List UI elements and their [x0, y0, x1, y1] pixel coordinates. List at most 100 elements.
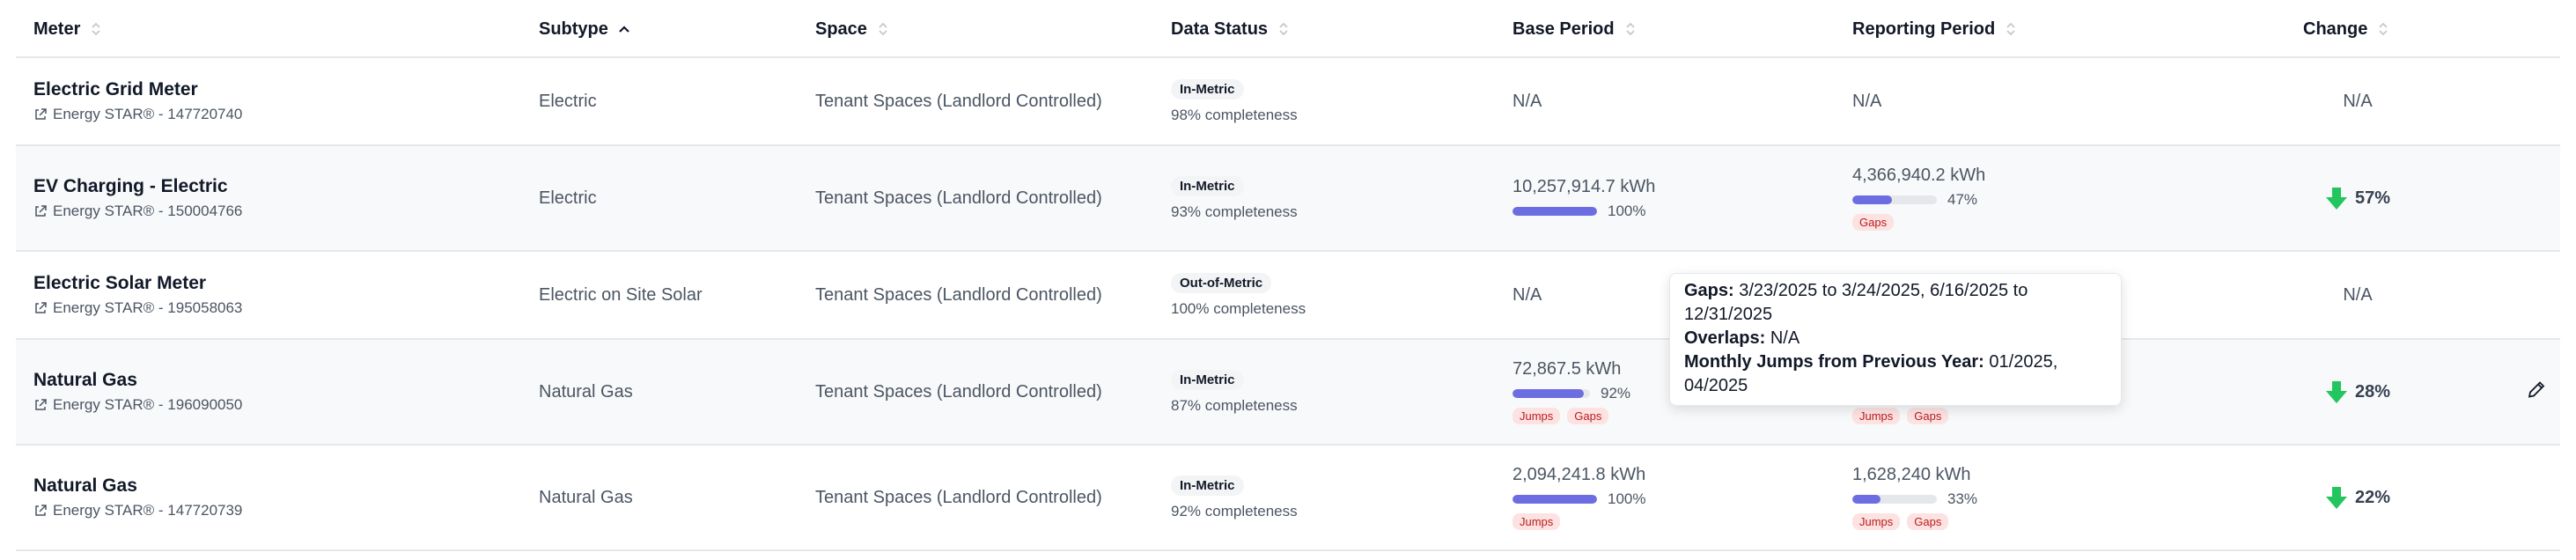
- tooltip-jumps: Monthly Jumps from Previous Year: 01/202…: [1684, 350, 2107, 398]
- meter-source-link[interactable]: Energy STAR® - 195058063: [33, 299, 242, 317]
- sort-icon[interactable]: [2004, 19, 2018, 39]
- table-row[interactable]: Electric Solar Meter Energy STAR® - 1950…: [16, 252, 2560, 340]
- meter-name: Electric Grid Meter: [33, 79, 198, 99]
- subtype-cell: Electric: [539, 58, 597, 144]
- data-status-cell: In-Metric 98% completeness: [1171, 58, 1298, 144]
- completeness: 98% completeness: [1171, 106, 1298, 123]
- subtype: Electric: [539, 91, 597, 111]
- header-reporting-period[interactable]: Reporting Period: [1852, 0, 2018, 58]
- progress-bar: [1852, 195, 1937, 204]
- meter-source: Energy STAR® - 196090050: [53, 396, 243, 413]
- sort-icon[interactable]: [89, 19, 103, 39]
- base-value: 10,257,914.7 kWh: [1512, 176, 1656, 196]
- meter-source-link[interactable]: Energy STAR® - 150004766: [33, 203, 242, 220]
- gaps-tag[interactable]: Gaps: [1852, 214, 1895, 231]
- edit-button[interactable]: [2527, 380, 2546, 404]
- change-value: 28%: [2354, 381, 2391, 402]
- jumps-tag[interactable]: Jumps: [1852, 513, 1901, 530]
- tooltip-overlaps-label: Overlaps:: [1684, 328, 1766, 348]
- meter-source-link[interactable]: Energy STAR® - 147720740: [33, 106, 242, 123]
- change-cell: N/A: [2270, 58, 2446, 144]
- header-change[interactable]: Change: [2303, 0, 2390, 58]
- meter-source-link[interactable]: Energy STAR® - 147720739: [33, 502, 242, 519]
- header-meter[interactable]: Meter: [33, 0, 103, 58]
- sort-icon[interactable]: [1277, 19, 1291, 39]
- space-cell: Tenant Spaces (Landlord Controlled): [815, 340, 1102, 444]
- change-cell: 22%: [2270, 446, 2446, 549]
- header-space[interactable]: Space: [815, 0, 890, 58]
- gaps-tag[interactable]: Gaps: [1907, 408, 1949, 424]
- gaps-tag[interactable]: Gaps: [1907, 513, 1949, 530]
- space: Tenant Spaces (Landlord Controlled): [815, 487, 1102, 507]
- progress-fill: [1852, 195, 1893, 204]
- base-value: 2,094,241.8 kWh: [1512, 465, 1646, 484]
- space: Tenant Spaces (Landlord Controlled): [815, 284, 1102, 305]
- arrow-down-icon: [2325, 381, 2347, 403]
- chevron-up-icon[interactable]: [617, 19, 631, 39]
- header-base-period[interactable]: Base Period: [1512, 0, 1638, 58]
- data-status-cell: In-Metric 93% completeness: [1171, 146, 1298, 250]
- header-meter-label: Meter: [33, 18, 81, 39]
- table-row[interactable]: EV Charging - Electric Energy STAR® - 15…: [16, 146, 2560, 252]
- base-period-cell: N/A: [1512, 58, 1542, 144]
- space: Tenant Spaces (Landlord Controlled): [815, 381, 1102, 402]
- base-value: N/A: [1512, 284, 1542, 305]
- subtype-cell: Electric on Site Solar: [539, 252, 703, 338]
- progress-bar: [1852, 495, 1937, 504]
- issue-tags: Gaps: [1852, 214, 1985, 231]
- table-row[interactable]: Natural Gas Energy STAR® - 147720739 Nat…: [16, 446, 2560, 551]
- sort-icon[interactable]: [1623, 19, 1638, 39]
- issues-tooltip: Gaps: 3/23/2025 to 3/24/2025, 6/16/2025 …: [1669, 273, 2122, 406]
- jumps-tag[interactable]: Jumps: [1852, 408, 1901, 424]
- change-value: N/A: [2343, 91, 2373, 111]
- subtype-cell: Natural Gas: [539, 446, 633, 549]
- meter-name: Natural Gas: [33, 370, 137, 390]
- gaps-tag[interactable]: Gaps: [1567, 408, 1609, 424]
- sort-icon[interactable]: [2376, 19, 2390, 39]
- reporting-progress: 47%: [1852, 191, 1985, 209]
- subtype: Electric: [539, 188, 597, 208]
- subtype: Electric on Site Solar: [539, 284, 703, 305]
- status-badge: Out-of-Metric: [1171, 272, 1272, 293]
- header-subtype[interactable]: Subtype: [539, 0, 631, 58]
- sort-icon[interactable]: [876, 19, 890, 39]
- reporting-period-cell: 4,366,940.2 kWh 47% Gaps: [1852, 146, 1985, 250]
- reporting-value: 1,628,240 kWh: [1852, 465, 1971, 484]
- header-data-status[interactable]: Data Status: [1171, 0, 1291, 58]
- space-cell: Tenant Spaces (Landlord Controlled): [815, 58, 1102, 144]
- jumps-tag[interactable]: Jumps: [1512, 408, 1561, 424]
- status-badge: In-Metric: [1171, 475, 1244, 496]
- tooltip-jumps-label: Monthly Jumps from Previous Year:: [1684, 352, 1984, 372]
- subtype-cell: Electric: [539, 146, 597, 250]
- completeness: 87% completeness: [1171, 396, 1298, 414]
- reporting-period-cell: 1,628,240 kWh 33% Jumps Gaps: [1852, 446, 1977, 549]
- meter-cell: Natural Gas Energy STAR® - 147720739: [33, 446, 242, 549]
- jumps-tag[interactable]: Jumps: [1512, 513, 1561, 530]
- progress-percent: 47%: [1947, 191, 1978, 208]
- meter-source-link[interactable]: Energy STAR® - 196090050: [33, 396, 242, 414]
- progress-bar: [1512, 389, 1590, 398]
- issue-tags: Jumps Gaps: [1512, 408, 1630, 424]
- tooltip-jumps-value: 01/2025, 04/2025: [1684, 352, 2058, 395]
- base-progress: 100%: [1512, 490, 1645, 508]
- progress-percent: 100%: [1608, 202, 1646, 219]
- subtype: Natural Gas: [539, 487, 633, 507]
- meter-name: Electric Solar Meter: [33, 273, 207, 293]
- header-data-status-label: Data Status: [1171, 18, 1269, 39]
- issue-tags: Jumps Gaps: [1852, 408, 1955, 424]
- external-link-icon: [35, 505, 47, 516]
- base-value: N/A: [1512, 91, 1542, 111]
- reporting-period-cell: Jumps Gaps: [1852, 340, 1955, 444]
- table-row[interactable]: Electric Grid Meter Energy STAR® - 14772…: [16, 58, 2560, 146]
- change-value: 57%: [2354, 188, 2391, 208]
- base-progress: 100%: [1512, 203, 1655, 220]
- external-link-icon: [35, 302, 47, 313]
- progress-fill: [1852, 495, 1880, 504]
- base-period-cell: N/A: [1512, 252, 1542, 338]
- meter-name: Natural Gas: [33, 475, 137, 496]
- meter-source: Energy STAR® - 147720739: [53, 502, 243, 519]
- table-row[interactable]: Natural Gas Energy STAR® - 196090050 Nat…: [16, 340, 2560, 446]
- base-period-cell: 10,257,914.7 kWh 100%: [1512, 146, 1655, 250]
- space: Tenant Spaces (Landlord Controlled): [815, 188, 1102, 208]
- base-period-cell: 72,867.5 kWh 92% Jumps Gaps: [1512, 340, 1630, 444]
